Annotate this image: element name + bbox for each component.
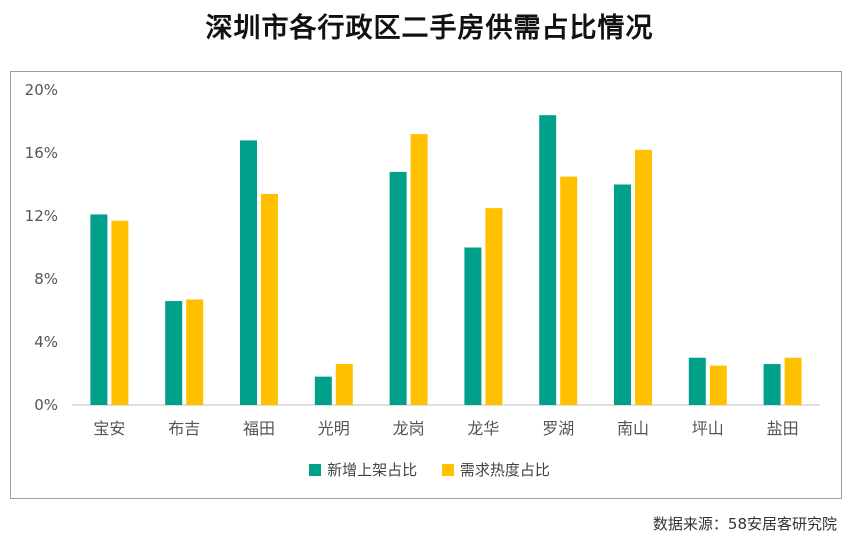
bar-supply-6: [539, 115, 557, 405]
x-tick-label: 宝安: [93, 419, 125, 438]
bar-demand-6: [560, 176, 578, 405]
x-tick-label: 福田: [243, 419, 275, 438]
bar-demand-5: [485, 208, 503, 405]
bar-supply-9: [763, 364, 781, 405]
x-tick-label: 龙岗: [393, 419, 425, 438]
legend-swatch-supply: [309, 463, 322, 476]
legend-label-supply: 新增上架占比: [327, 461, 418, 479]
bar-supply-1: [165, 301, 183, 405]
legend-item-demand: 需求热度占比: [441, 459, 550, 480]
y-tick-label: 8%: [34, 270, 58, 288]
x-tick-label: 坪山: [692, 419, 724, 438]
bar-supply-2: [240, 140, 257, 405]
legend: 新增上架占比 需求热度占比: [0, 459, 859, 480]
bar-supply-5: [464, 247, 482, 405]
chart-title: 深圳市各行政区二手房供需占比情况: [205, 13, 654, 44]
bar-supply-7: [614, 184, 631, 405]
y-tick-label: 16%: [25, 144, 58, 162]
bar-supply-4: [389, 171, 407, 405]
y-tick-label: 20%: [25, 81, 58, 99]
bar-demand-1: [186, 299, 204, 405]
x-tick-label: 罗湖: [542, 419, 574, 438]
x-tick-label: 南山: [617, 419, 649, 438]
x-tick-label: 盐田: [767, 419, 799, 438]
bar-demand-4: [410, 134, 428, 405]
y-tick-label: 0%: [34, 396, 58, 414]
bar-demand-7: [635, 149, 652, 405]
bar-demand-9: [784, 357, 802, 405]
x-tick-label: 龙华: [467, 419, 499, 438]
x-tick-label: 光明: [318, 419, 350, 438]
legend-swatch-demand: [441, 463, 454, 476]
bar-demand-3: [335, 364, 353, 405]
y-tick-label: 4%: [34, 333, 58, 351]
data-source: 数据来源：58安居客研究院: [652, 515, 837, 533]
legend-item-supply: 新增上架占比: [309, 459, 417, 480]
bar-supply-0: [90, 214, 108, 405]
bar-demand-8: [709, 365, 727, 405]
bar-supply-8: [688, 357, 706, 405]
bar-supply-3: [314, 376, 332, 405]
bar-demand-2: [261, 193, 278, 405]
legend-label-demand: 需求热度占比: [459, 461, 550, 479]
y-tick-label: 12%: [25, 207, 58, 225]
x-tick-label: 布吉: [168, 419, 200, 438]
bar-demand-0: [111, 220, 129, 405]
